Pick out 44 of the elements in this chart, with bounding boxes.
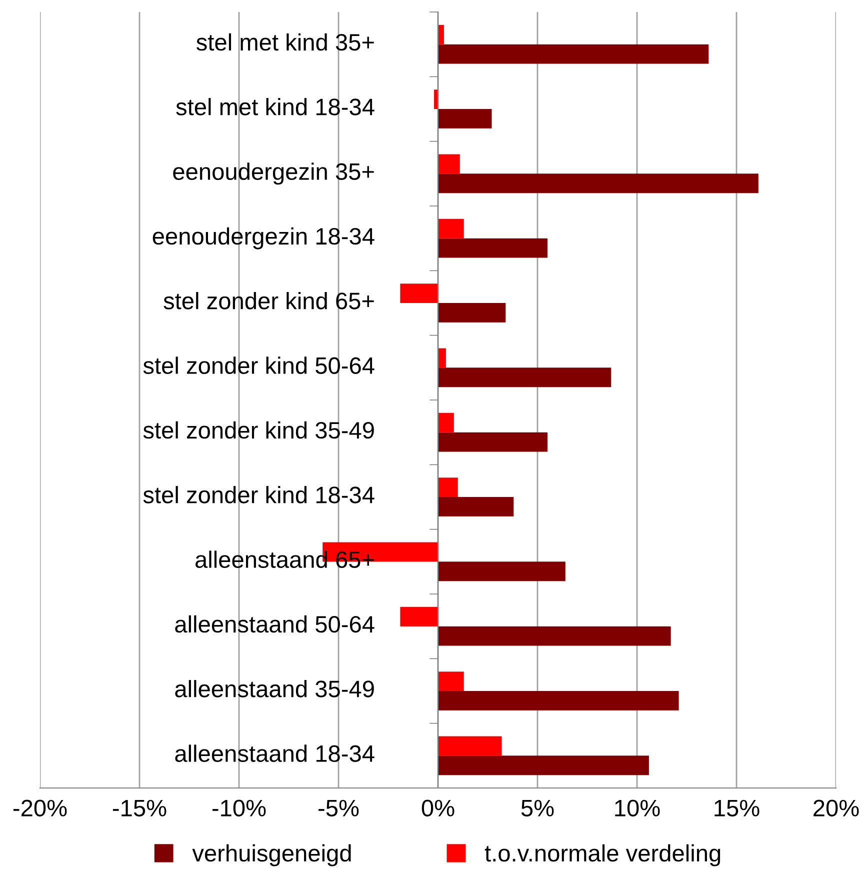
bar bbox=[400, 284, 438, 303]
x-tick-label: -5% bbox=[318, 800, 359, 816]
y-tick-label: eenoudergezin 18-34 bbox=[152, 227, 374, 250]
bar bbox=[400, 606, 438, 626]
legend-label: verhuisgeneigd bbox=[192, 844, 351, 866]
y-tick-label: alleenstaand 35-49 bbox=[175, 680, 374, 698]
bar bbox=[438, 478, 458, 497]
y-tick-label: stel met kind 18-34 bbox=[176, 98, 374, 116]
bar bbox=[438, 174, 758, 194]
x-tick-label: 15% bbox=[714, 800, 760, 816]
bar bbox=[438, 303, 506, 322]
bar bbox=[438, 736, 502, 756]
bar bbox=[438, 626, 671, 646]
bar bbox=[438, 691, 679, 710]
bar bbox=[438, 497, 514, 516]
y-tick-label: stel zonder kind 65+ bbox=[164, 292, 374, 310]
bar bbox=[438, 432, 548, 452]
y-tick-label: alleenstaand 50-64 bbox=[175, 615, 374, 633]
y-tick-label: eenoudergezin 35+ bbox=[173, 162, 374, 185]
bar bbox=[438, 44, 709, 64]
bar bbox=[438, 218, 464, 238]
y-tick-label: stel met kind 35+ bbox=[196, 33, 374, 51]
x-tick-label: -15% bbox=[112, 800, 166, 816]
bar bbox=[438, 562, 566, 582]
legend-label: t.o.v.normale verdeling bbox=[484, 844, 720, 866]
x-tick-label: 10% bbox=[615, 800, 660, 816]
bar bbox=[438, 756, 649, 776]
bar bbox=[438, 412, 454, 432]
x-tick-label: -20% bbox=[13, 800, 67, 816]
x-tick-label: 5% bbox=[521, 800, 554, 816]
x-tick-label: 0% bbox=[422, 800, 454, 816]
bar bbox=[438, 238, 548, 258]
x-tick-label: -10% bbox=[212, 800, 266, 816]
bar bbox=[438, 154, 460, 174]
y-tick-label: stel zonder kind 35-49 bbox=[143, 421, 374, 439]
bar bbox=[438, 368, 612, 388]
y-tick-label: stel zonder kind 50-64 bbox=[143, 356, 374, 374]
x-tick-label: 20% bbox=[814, 800, 859, 816]
bar bbox=[438, 348, 446, 368]
y-tick-label: alleenstaand 18-34 bbox=[175, 744, 374, 762]
bar bbox=[438, 24, 444, 44]
bar bbox=[438, 109, 492, 128]
bar bbox=[438, 672, 464, 691]
y-tick-label: stel zonder kind 18-34 bbox=[143, 486, 374, 504]
